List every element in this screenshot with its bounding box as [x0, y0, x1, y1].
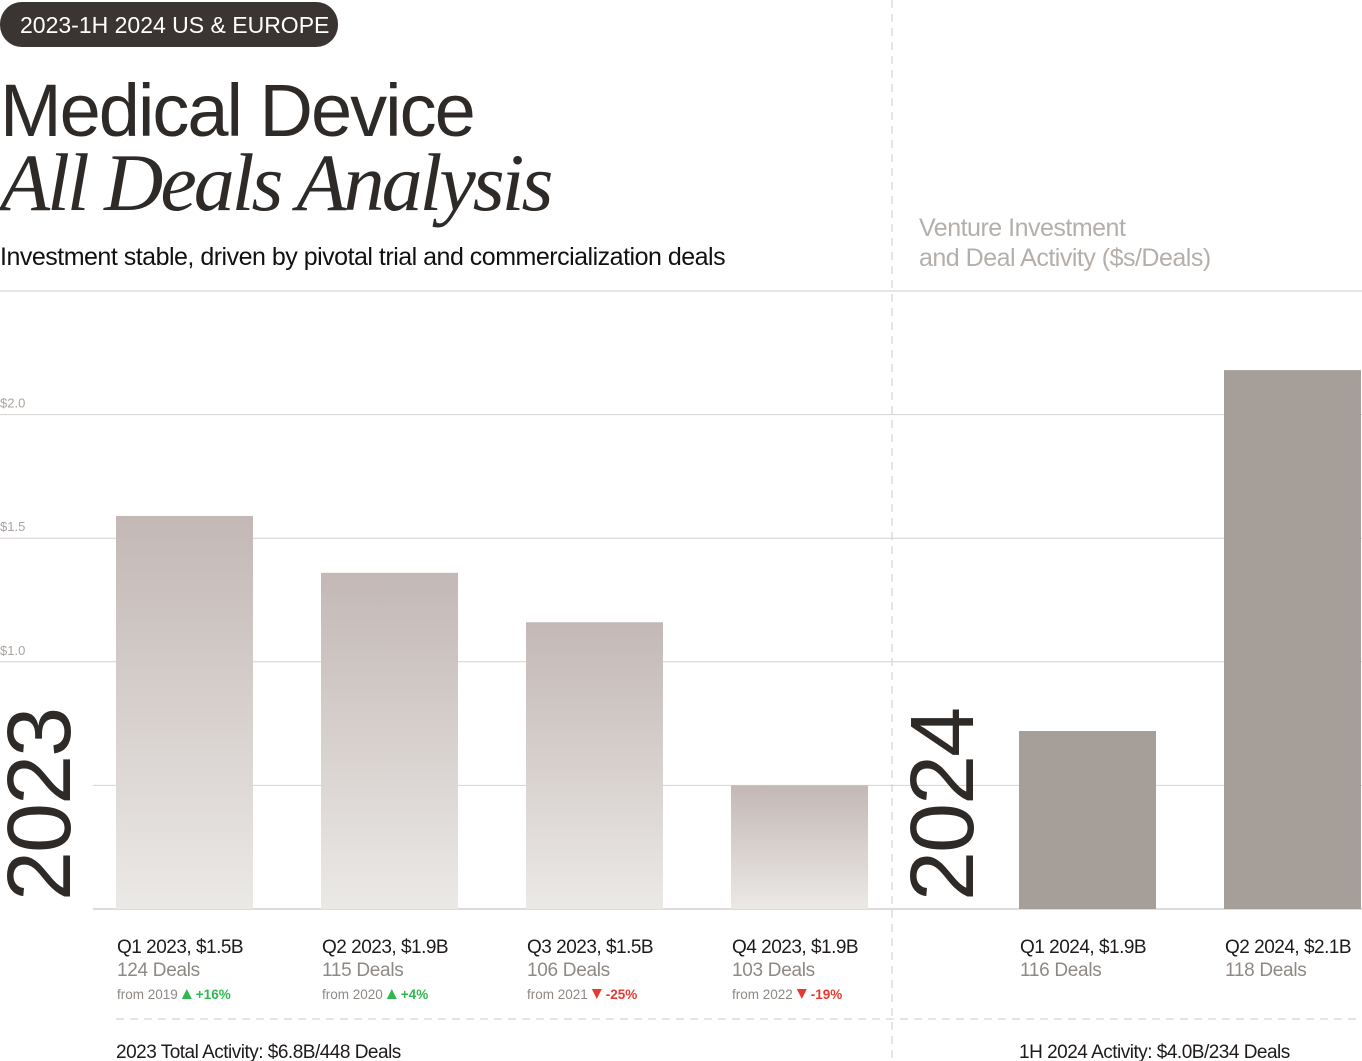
category-label: Q2 2024, $2.1B	[1225, 937, 1351, 958]
axis-title: and Deal Activity ($s/Deals)	[919, 244, 1211, 272]
deals-label: 116 Deals	[1020, 960, 1101, 981]
change-arrow	[796, 989, 807, 999]
year-label: 2023	[0, 709, 90, 901]
total-label: 1H 2024 Activity: $4.0B/234 Deals	[1019, 1042, 1290, 1061]
year-label: 2024	[893, 709, 993, 901]
axis-title: Venture Investment	[919, 214, 1126, 242]
category-label: Q4 2023, $1.9B	[732, 937, 858, 958]
change-arrow	[591, 989, 602, 999]
category-label: Q1 2024, $1.9B	[1020, 937, 1146, 958]
badge-bg	[0, 2, 338, 47]
change-arrow	[386, 989, 397, 999]
total-label: 2023 Total Activity: $6.8B/448 Deals	[116, 1042, 401, 1061]
y-tick-label: $1.0	[0, 643, 25, 658]
badge: 2023-1H 2024 US & EUROPE	[20, 12, 329, 38]
bar	[731, 785, 868, 909]
deals-label: 118 Deals	[1225, 960, 1306, 981]
bar	[526, 622, 663, 909]
category-label: Q1 2023, $1.5B	[117, 937, 243, 958]
bar	[321, 572, 458, 909]
title: Medical Device	[0, 69, 474, 152]
change-value: -25%	[606, 987, 638, 1002]
deals-label: 115 Deals	[322, 960, 403, 981]
change-from: from 2019	[117, 987, 178, 1002]
deals-label: 106 Deals	[527, 960, 610, 981]
change-arrow	[181, 989, 192, 999]
title-line2: All Deals Analysis	[0, 137, 551, 228]
subtitle: Investment stable, driven by pivotal tri…	[0, 243, 725, 271]
y-tick-label: $2.0	[0, 396, 25, 411]
change-value: +4%	[401, 987, 428, 1002]
bar	[1019, 731, 1156, 909]
bar	[116, 515, 253, 909]
deals-label: 124 Deals	[117, 960, 200, 981]
change-value: -19%	[811, 987, 843, 1002]
category-label: Q2 2023, $1.9B	[322, 937, 448, 958]
deals-label: 103 Deals	[732, 960, 815, 981]
category-label: Q3 2023, $1.5B	[527, 937, 653, 958]
bar	[1224, 370, 1361, 909]
change-value: +16%	[196, 987, 231, 1002]
change-from: from 2021	[527, 987, 588, 1002]
y-tick-label: $1.5	[0, 519, 25, 534]
change-from: from 2022	[732, 987, 793, 1002]
change-from: from 2020	[322, 987, 383, 1002]
